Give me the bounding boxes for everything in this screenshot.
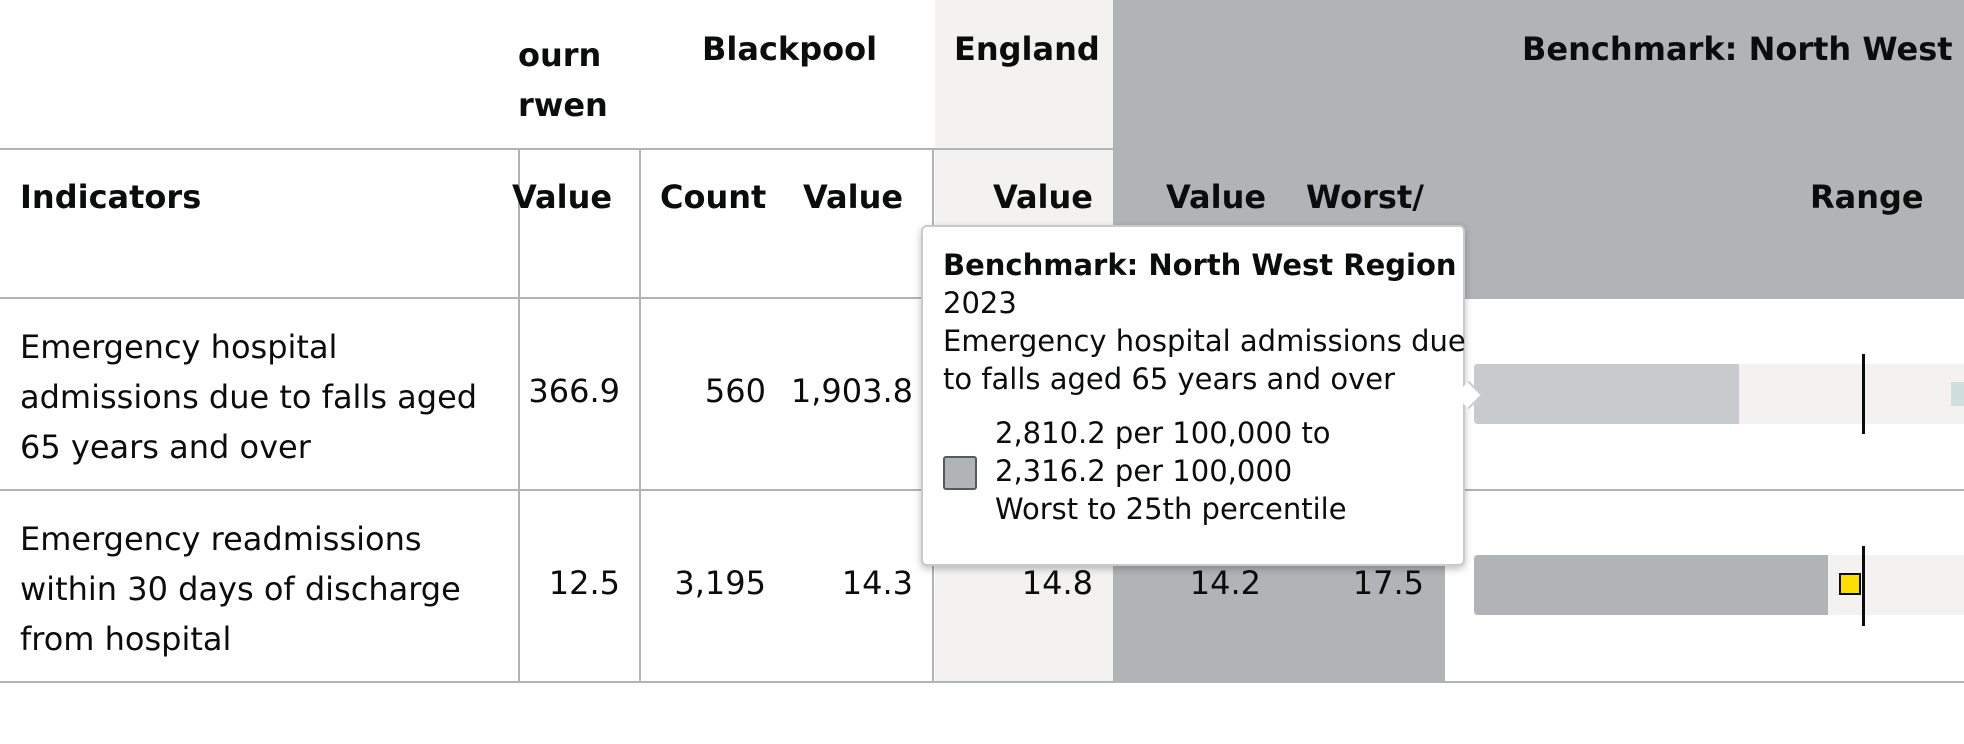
worst-header[interactable]: Worst/: [1306, 178, 1424, 216]
area1-value-header[interactable]: Value: [512, 178, 613, 216]
area1-header-line2: rwen: [518, 86, 608, 124]
tooltip-indicator-line: Emergency hospital admissions due: [943, 324, 1466, 358]
area2-value-cell: 1,903.8: [790, 372, 913, 410]
area2-count-header[interactable]: Count: [660, 178, 767, 216]
indicator-label-line: Emergency hospital: [20, 328, 338, 366]
tooltip-indicator-line: to falls aged 65 years and over: [943, 362, 1395, 396]
indicator-label-line: within 30 days of discharge: [20, 570, 461, 608]
benchmark-header: Benchmark: North West R: [1522, 30, 1964, 68]
range-band-worst-25th[interactable]: [1474, 555, 1828, 615]
indicator-label-line: Emergency readmissions: [20, 520, 422, 558]
col-divider-area1: [639, 148, 641, 683]
area1-header: ourn rwen: [518, 30, 608, 130]
tooltip-range: 2,810.2 per 100,000 to 2,316.2 per 100,0…: [995, 414, 1347, 528]
indicator-label-line: admissions due to falls aged: [20, 378, 478, 416]
benchmark-line: [1862, 546, 1865, 626]
area2-count-cell: 3,195: [674, 564, 766, 602]
indicators-header[interactable]: Indicators: [20, 178, 202, 216]
indicator-label-line: from hospital: [20, 620, 232, 658]
tooltip-range-line: 2,810.2 per 100,000 to: [995, 416, 1331, 450]
benchmark-value-header[interactable]: Value: [1166, 178, 1267, 216]
tooltip-legend-swatch: [943, 456, 977, 490]
benchmark-line: [1862, 354, 1865, 434]
tooltip-range-line: 2,316.2 per 100,000: [995, 454, 1293, 488]
indicator-label[interactable]: Emergency readmissions within 30 days of…: [20, 514, 461, 664]
area1-header-line1: ourn: [518, 36, 602, 74]
area2-value-cell: 14.3: [841, 564, 913, 602]
area2-count-cell: 560: [704, 372, 766, 410]
england-header: England: [954, 30, 1100, 68]
area1-value-cell: 12.5: [548, 564, 620, 602]
area1-value-cell: 366.9: [528, 372, 620, 410]
england-value-header[interactable]: Value: [992, 178, 1093, 216]
col-divider-indicators: [518, 148, 520, 683]
range-band-worst-25th[interactable]: [1474, 364, 1739, 424]
tooltip-year: 2023: [943, 286, 1017, 320]
tooltip-range-line: Worst to 25th percentile: [995, 492, 1347, 526]
indicator-label[interactable]: Emergency hospital admissions due to fal…: [20, 322, 477, 472]
tooltip-title: Benchmark: North West Region: [943, 248, 1457, 282]
benchmark-value-cell: 14.2: [1189, 564, 1261, 602]
tooltip-indicator: Emergency hospital admissions due to fal…: [943, 322, 1466, 398]
worst-value-cell: 17.5: [1352, 564, 1424, 602]
area2-value-header[interactable]: Value: [803, 178, 904, 216]
indicator-label-line: 65 years and over: [20, 428, 311, 466]
area-value-marker[interactable]: [1839, 573, 1861, 595]
header-divider: [0, 148, 1964, 150]
benchmark-tooltip: [921, 225, 1465, 566]
table-bottom-divider: [0, 681, 1964, 683]
range-band-best[interactable]: [1951, 382, 1964, 406]
area2-header: Blackpool: [702, 30, 878, 68]
england-value-cell: 14.8: [1021, 564, 1093, 602]
range-header: Range: [1810, 178, 1924, 216]
